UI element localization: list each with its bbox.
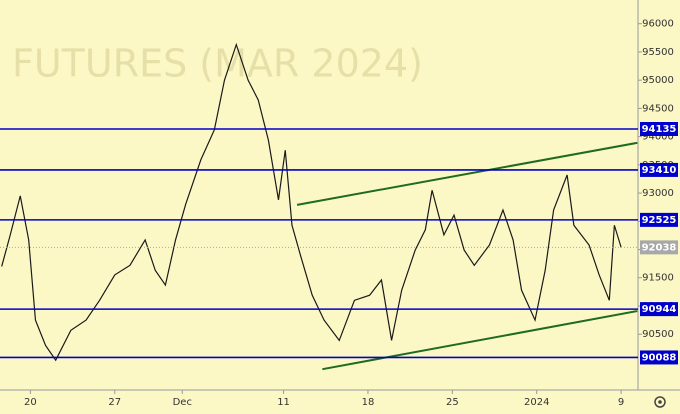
y-tick-label: 94500 [642,103,674,114]
trend-line [296,141,638,206]
y-tick-label: 96000 [642,19,674,30]
level-label: 90944 [642,304,677,315]
level-box [640,302,678,317]
y-tick-label: 94000 [642,132,674,143]
y-tick-label: 95500 [642,47,674,58]
level-label: 94135 [642,124,677,135]
x-tick-label: Dec [173,397,192,408]
x-tick-label: 20 [24,397,37,408]
x-tick-label: 25 [446,397,459,408]
watermark: FUTURES (MAR 2024) [12,42,423,86]
last-price-box [640,240,678,255]
level-box [640,350,678,365]
y-tick-label: 93000 [642,188,674,199]
x-tick-label: 18 [362,397,375,408]
level-label: 90088 [642,352,677,363]
x-tick-label: 27 [108,397,121,408]
x-tick-label: 11 [277,397,290,408]
price-line [1,42,622,362]
y-tick-label: 90500 [642,329,674,340]
level-box [640,162,678,177]
last-price-label: 92038 [642,242,677,253]
settings-icon[interactable] [654,396,666,408]
level-box [640,121,678,136]
level-label: 93410 [642,165,677,176]
y-tick-label: 91500 [642,273,674,284]
level-label: 92525 [642,215,677,226]
level-box [640,212,678,227]
x-tick-label: 9 [618,397,624,408]
trend-line [322,310,638,371]
x-tick-label: 2024 [524,397,549,408]
y-tick-label: 95000 [642,75,674,86]
